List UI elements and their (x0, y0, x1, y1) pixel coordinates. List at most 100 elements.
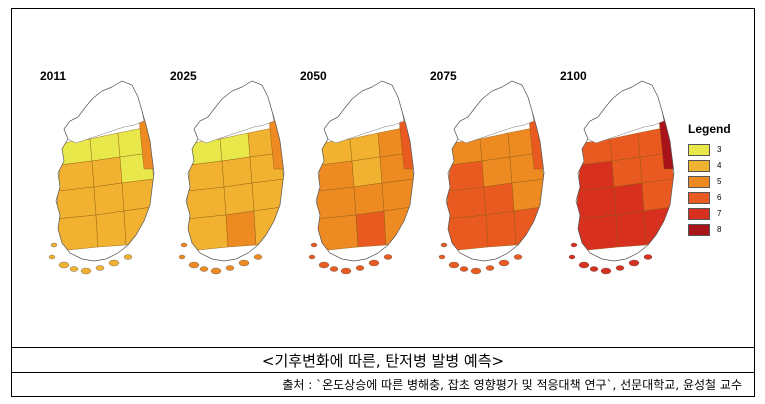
district-region (186, 186, 227, 220)
island (470, 267, 482, 275)
island (438, 254, 446, 260)
island (383, 254, 393, 260)
district-region (447, 160, 485, 192)
district-region (93, 182, 125, 216)
legend-label: 7 (717, 209, 722, 218)
legend-item: 6 (688, 190, 748, 205)
island (600, 267, 612, 275)
island (368, 259, 380, 267)
island (570, 242, 578, 248)
district-region (355, 210, 387, 248)
district-region (57, 160, 95, 192)
district-region (609, 132, 641, 162)
island (578, 261, 590, 269)
island (50, 242, 58, 248)
district-region (353, 182, 385, 216)
island (459, 266, 469, 272)
district-region (576, 214, 619, 252)
district-region (91, 156, 123, 188)
island (568, 254, 576, 260)
island (180, 242, 188, 248)
island (615, 265, 625, 271)
korea-map (438, 80, 545, 275)
island (210, 267, 222, 275)
map-panel-2025: 2025 (170, 69, 300, 284)
year-label: 2011 (40, 69, 67, 83)
district-group (186, 81, 284, 252)
island (225, 265, 235, 271)
district-region (56, 214, 99, 252)
district-region (383, 206, 413, 246)
district-region (485, 210, 517, 248)
island (69, 266, 79, 272)
year-label: 2025 (170, 69, 197, 83)
district-region (316, 214, 359, 252)
island (448, 261, 460, 269)
district-region (481, 156, 513, 188)
island (589, 266, 599, 272)
district-region (643, 206, 673, 246)
district-region (349, 132, 381, 162)
legend-label: 6 (717, 193, 722, 202)
district-region (351, 156, 383, 188)
district-region (317, 160, 355, 192)
island (58, 261, 70, 269)
island (95, 265, 105, 271)
island (308, 254, 316, 260)
island (108, 259, 120, 267)
island (340, 267, 352, 275)
map-panel-2050: 2050 (300, 69, 430, 284)
island (80, 267, 92, 275)
korea-map (48, 80, 155, 275)
korea-map (178, 80, 285, 275)
legend-item: 5 (688, 174, 748, 189)
district-region (219, 132, 251, 162)
island (329, 266, 339, 272)
island (178, 254, 186, 260)
district-region (187, 160, 225, 192)
legend-label: 8 (717, 225, 722, 234)
district-region (89, 132, 121, 162)
legend-item: 3 (688, 142, 748, 157)
map-area: 2011 2025 2050 2075 2100 Legend 3 4 5 6 7 8 (12, 9, 754, 347)
legend-swatch (688, 175, 710, 188)
district-region (577, 160, 615, 192)
district-region (225, 210, 257, 248)
legend-label: 4 (717, 161, 722, 170)
island (440, 242, 448, 248)
district-region (446, 186, 487, 220)
district-region (253, 206, 283, 246)
island (199, 266, 209, 272)
legend-swatch (688, 191, 710, 204)
district-region (446, 214, 489, 252)
legend-swatch (688, 207, 710, 220)
legend-label: 5 (717, 177, 722, 186)
district-group (576, 81, 674, 252)
legend-title: Legend (688, 122, 731, 136)
caption-text: <기후변화에 따른, 탄저병 발병 예측> (261, 351, 505, 370)
district-group (316, 81, 414, 252)
country-outline (445, 80, 545, 262)
country-outline (575, 80, 675, 262)
legend-item: 8 (688, 222, 748, 237)
legend-swatch (688, 159, 710, 172)
district-region (56, 186, 97, 220)
island (485, 265, 495, 271)
map-legend: Legend 3 4 5 6 7 8 (688, 122, 748, 238)
country-outline (185, 80, 285, 262)
island (643, 254, 653, 260)
district-group (56, 81, 154, 252)
district-region (615, 210, 647, 248)
district-region (95, 210, 127, 248)
country-outline (315, 80, 415, 262)
district-region (316, 186, 357, 220)
island (253, 254, 263, 260)
korea-map (308, 80, 415, 275)
year-label: 2050 (300, 69, 327, 83)
district-region (123, 206, 153, 246)
island (498, 259, 510, 267)
island (48, 254, 56, 260)
island (513, 254, 523, 260)
figure-frame: 2011 2025 2050 2075 2100 Legend 3 4 5 6 7 8 <… (11, 8, 755, 397)
district-region (513, 206, 543, 246)
